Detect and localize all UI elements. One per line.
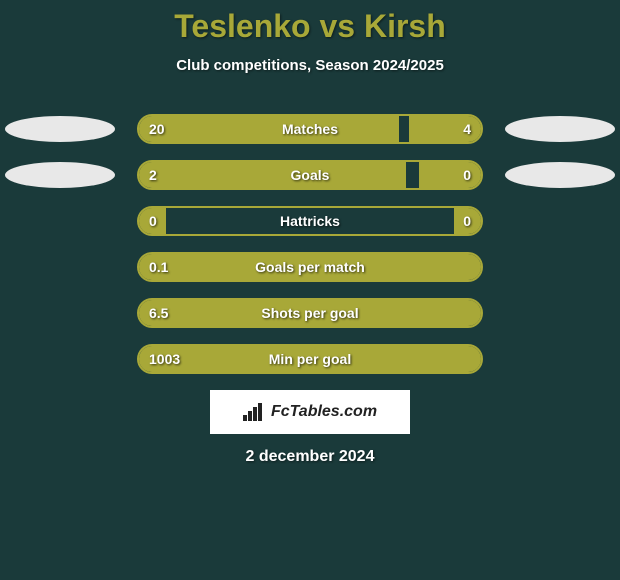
branding-badge: FcTables.com xyxy=(210,390,410,434)
stat-bar: 0.1Goals per match xyxy=(137,252,483,282)
stat-label: Matches xyxy=(139,116,481,142)
date-label: 2 december 2024 xyxy=(0,448,620,466)
stat-row: 20Matches4 xyxy=(0,114,620,144)
stat-value-right: 0 xyxy=(463,208,471,234)
stat-row: 1003Min per goal xyxy=(0,344,620,374)
player-left-avatar xyxy=(5,116,115,142)
stat-value-right: 4 xyxy=(463,116,471,142)
stat-value-right: 0 xyxy=(463,162,471,188)
page-subtitle: Club competitions, Season 2024/2025 xyxy=(0,57,620,74)
stat-row: 2Goals0 xyxy=(0,160,620,190)
stat-bar: 2Goals0 xyxy=(137,160,483,190)
player-right-avatar xyxy=(505,162,615,188)
chart-icon xyxy=(243,403,265,421)
stat-row: 0Hattricks0 xyxy=(0,206,620,236)
stat-label: Goals xyxy=(139,162,481,188)
comparison-infographic: Teslenko vs Kirsh Club competitions, Sea… xyxy=(0,0,620,466)
stat-bar: 0Hattricks0 xyxy=(137,206,483,236)
stat-label: Hattricks xyxy=(139,208,481,234)
stat-label: Shots per goal xyxy=(139,300,481,326)
stat-row: 6.5Shots per goal xyxy=(0,298,620,328)
player-right-avatar xyxy=(505,116,615,142)
stat-row: 0.1Goals per match xyxy=(0,252,620,282)
stat-bar: 20Matches4 xyxy=(137,114,483,144)
page-title: Teslenko vs Kirsh xyxy=(0,8,620,45)
stat-bar: 1003Min per goal xyxy=(137,344,483,374)
stat-label: Goals per match xyxy=(139,254,481,280)
player-left-avatar xyxy=(5,162,115,188)
branding-text: FcTables.com xyxy=(271,403,377,421)
stat-bar: 6.5Shots per goal xyxy=(137,298,483,328)
stats-list: 20Matches42Goals00Hattricks00.1Goals per… xyxy=(0,114,620,374)
stat-label: Min per goal xyxy=(139,346,481,372)
